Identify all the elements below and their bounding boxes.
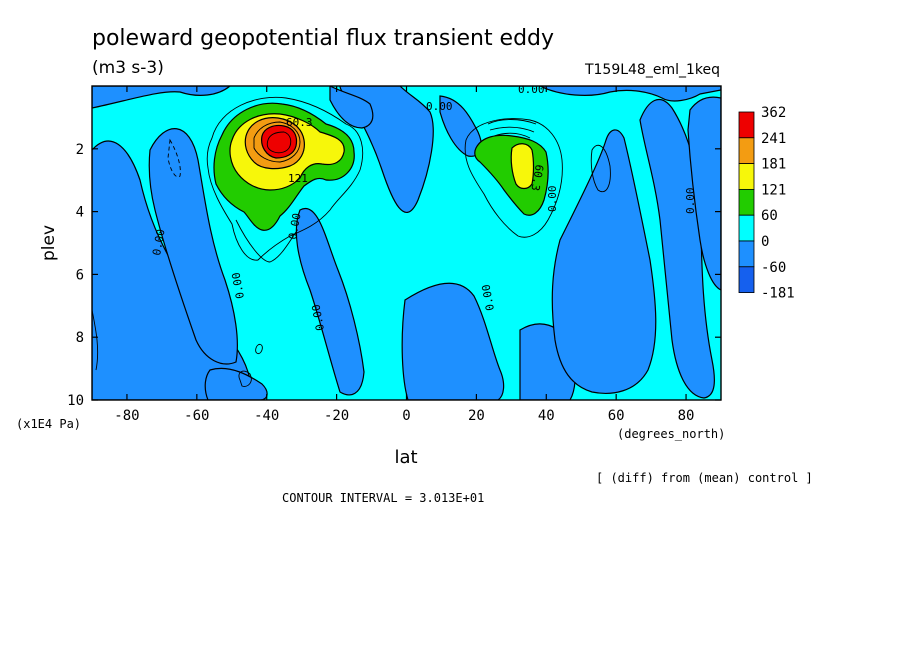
contour-label: 0.00 [684,188,697,215]
colorbar-swatch [738,214,755,242]
y-tick-label: 10 [67,393,84,409]
contour-label: 0.00 [310,303,327,331]
x-tick-label: 60 [608,408,625,424]
units-label: (m3 s-3) [92,58,164,78]
contour-label: 0.00 [546,186,559,213]
colorbar-label: 241 [761,131,786,147]
contour-label: 0.00 [286,212,303,240]
colorbar-swatch [738,188,755,216]
y-tick-label: 4 [76,205,84,221]
y-tick-label: 8 [76,330,84,346]
colorbar-swatch [738,111,755,139]
colorbar-label: 60 [761,208,778,224]
colorbar-label: 121 [761,182,786,198]
chart-title: poleward geopotential flux transient edd… [92,26,554,51]
contour-label: 60.3 [286,116,313,129]
colorbar: 362 241 181 121 60 0 -60 -181 [738,105,795,302]
thin-contours [92,96,611,387]
contour-label: 60.3 [528,163,545,191]
diff-note: [ (diff) from (mean) control ] [596,471,813,485]
x-tick-label: -20 [324,408,349,424]
colorbar-swatch [738,137,755,165]
y-tick-label: 2 [76,142,84,158]
colorbar-swatch [738,266,755,293]
contour-field: 0.00 0.00 60.3 121 0.00 0.00 0.00 0.00 6… [92,83,721,400]
y-axis-label: plev [39,225,59,261]
contour-labels: 0.00 0.00 60.3 121 0.00 0.00 0.00 0.00 6… [150,83,697,332]
contour-label: 0.00 [518,83,545,96]
x-tick-label: -60 [184,408,209,424]
colorbar-label: -60 [761,260,786,276]
x-tick-label: 80 [678,408,695,424]
contour-interval: CONTOUR INTERVAL = 3.013E+01 [282,491,484,505]
colorbar-swatch [738,163,755,190]
y-axis: 2 4 6 8 10 [67,142,721,409]
x-tick-label: 0 [402,408,410,424]
x-units-label: (degrees_north) [617,427,725,441]
y-units-label: (x1E4 Pa) [16,417,81,431]
x-tick-label: -40 [254,408,279,424]
x-tick-label: -80 [114,408,139,424]
contour-label: 0.00 [150,228,167,256]
contour-label: 0.00 [480,283,497,311]
y-tick-label: 6 [76,267,84,283]
negative-regions [92,86,721,400]
contour-label: 0.00 [426,100,453,113]
x-tick-label: 20 [468,408,485,424]
colorbar-label: -181 [761,286,795,302]
colorbar-label: 0 [761,234,769,250]
colorbar-swatch [738,240,755,268]
contour-label: 121 [288,172,308,185]
colorbar-label: 181 [761,157,786,173]
colorbar-label: 362 [761,105,786,121]
x-axis-label: lat [394,447,417,468]
x-axis: -80 -60 -40 -20 0 20 40 60 80 [114,86,694,424]
x-tick-label: 40 [538,408,555,424]
run-id-label: T159L48_eml_1keq [584,62,720,78]
contour-label: 0.00 [230,271,247,299]
